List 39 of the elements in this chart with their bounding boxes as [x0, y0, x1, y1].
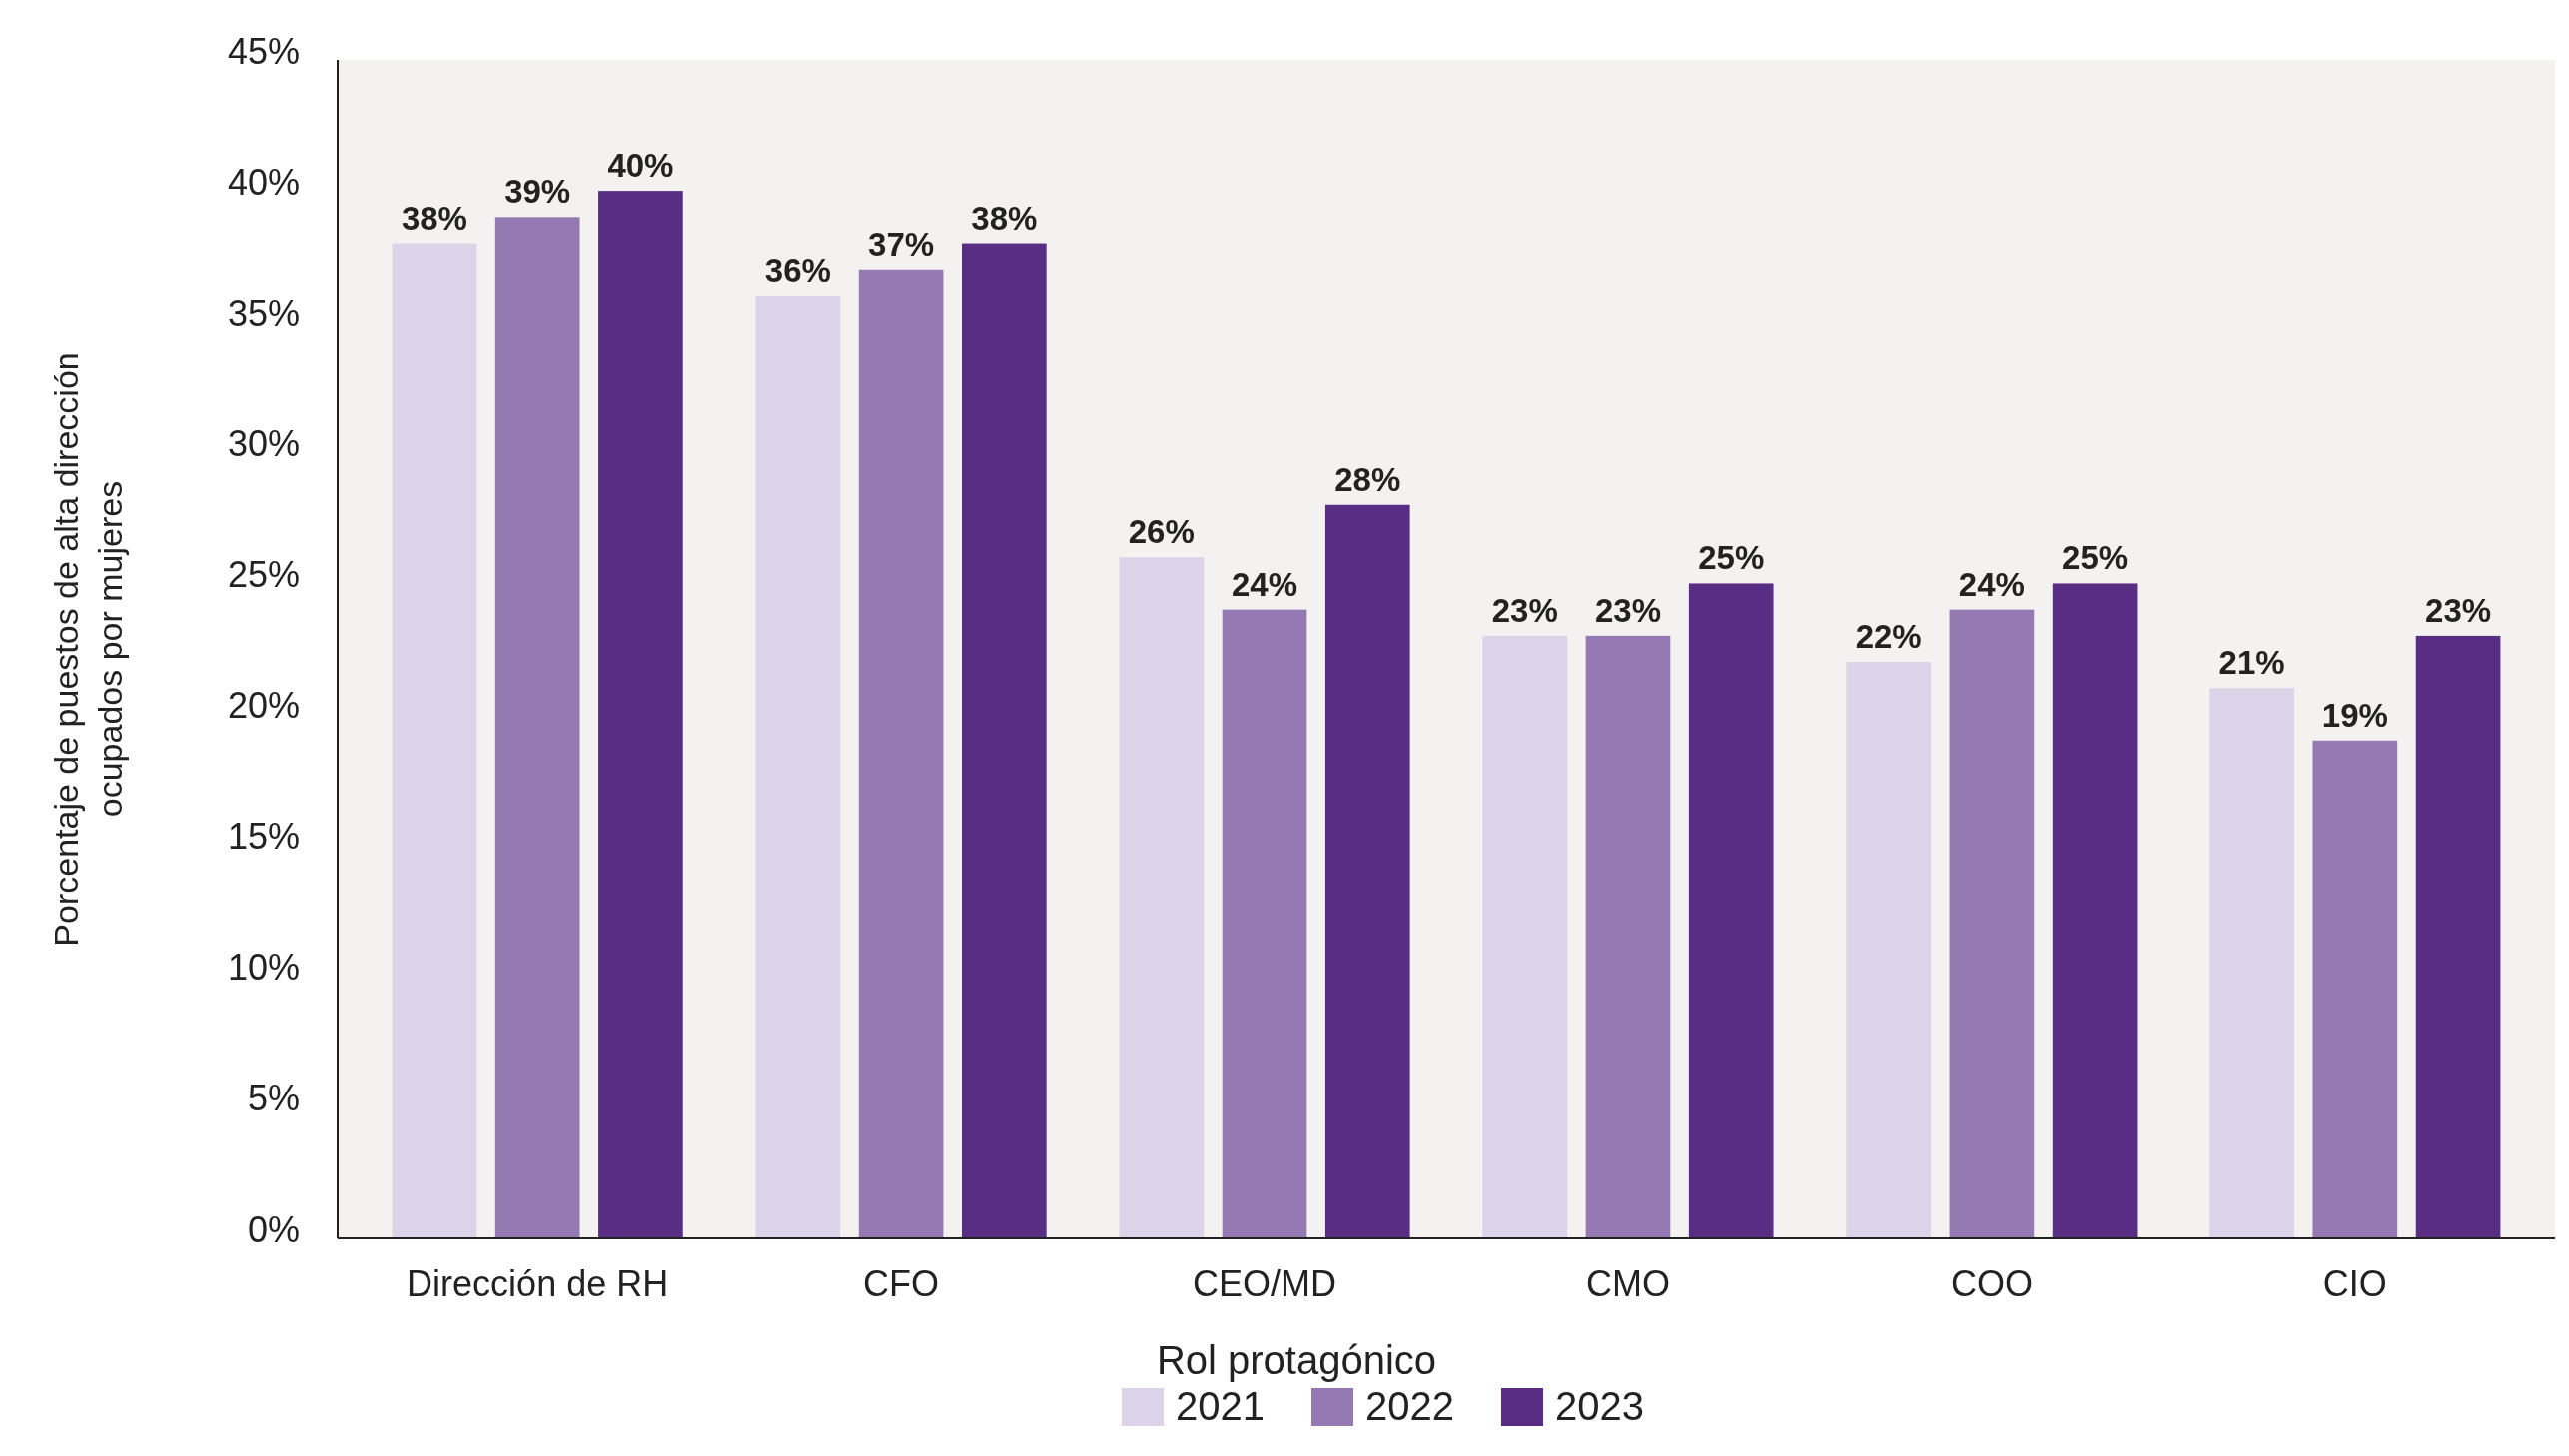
- y-tick-label: 15%: [227, 816, 300, 858]
- data-label: 23%: [1594, 591, 1661, 629]
- y-tick-label: 5%: [247, 1078, 300, 1119]
- data-label: 38%: [971, 199, 1038, 237]
- x-tick-label: COO: [1950, 1263, 2033, 1304]
- y-tick-label: 35%: [227, 292, 300, 334]
- data-label: 21%: [2218, 644, 2285, 682]
- legend-label: 2022: [1365, 1384, 1454, 1428]
- data-label: 26%: [1128, 513, 1195, 551]
- x-tick-label: CFO: [863, 1263, 940, 1304]
- x-tick-label: CEO/MD: [1193, 1263, 1337, 1304]
- y-tick-label: 30%: [227, 422, 300, 464]
- y-tick-label: 40%: [227, 161, 300, 203]
- y-tick-label: 25%: [227, 554, 300, 596]
- x-axis-title: Rol protagónico: [1156, 1338, 1437, 1382]
- data-label: 24%: [1958, 565, 2025, 603]
- data-label: 22%: [1855, 618, 1922, 656]
- data-label: 23%: [1491, 591, 1558, 629]
- data-label: 38%: [401, 199, 467, 237]
- x-tick-label: Dirección de RH: [407, 1263, 669, 1304]
- legend-label: 2023: [1555, 1384, 1644, 1428]
- y-axis-title: Porcentaje de puestos de alta dirección ocupados por mujeres: [47, 352, 129, 947]
- data-label: 25%: [2062, 539, 2129, 577]
- y-tick-label: 0%: [247, 1208, 300, 1250]
- y-tick-label: 10%: [227, 947, 300, 989]
- data-label: 39%: [504, 173, 571, 211]
- y-tick-label: 45%: [227, 30, 300, 72]
- data-label: 25%: [1698, 539, 1765, 577]
- data-label: 23%: [2425, 591, 2492, 629]
- data-label: 40%: [607, 147, 674, 185]
- data-label: 28%: [1334, 460, 1401, 498]
- data-label: 37%: [868, 225, 935, 263]
- legend-label: 2021: [1176, 1384, 1265, 1428]
- data-label: 19%: [2321, 696, 2388, 734]
- y-tick-label: 20%: [227, 685, 300, 727]
- data-label: 36%: [764, 252, 831, 289]
- data-label: 24%: [1232, 565, 1298, 603]
- x-tick-label: CMO: [1585, 1263, 1670, 1304]
- x-tick-label: CIO: [2322, 1263, 2387, 1304]
